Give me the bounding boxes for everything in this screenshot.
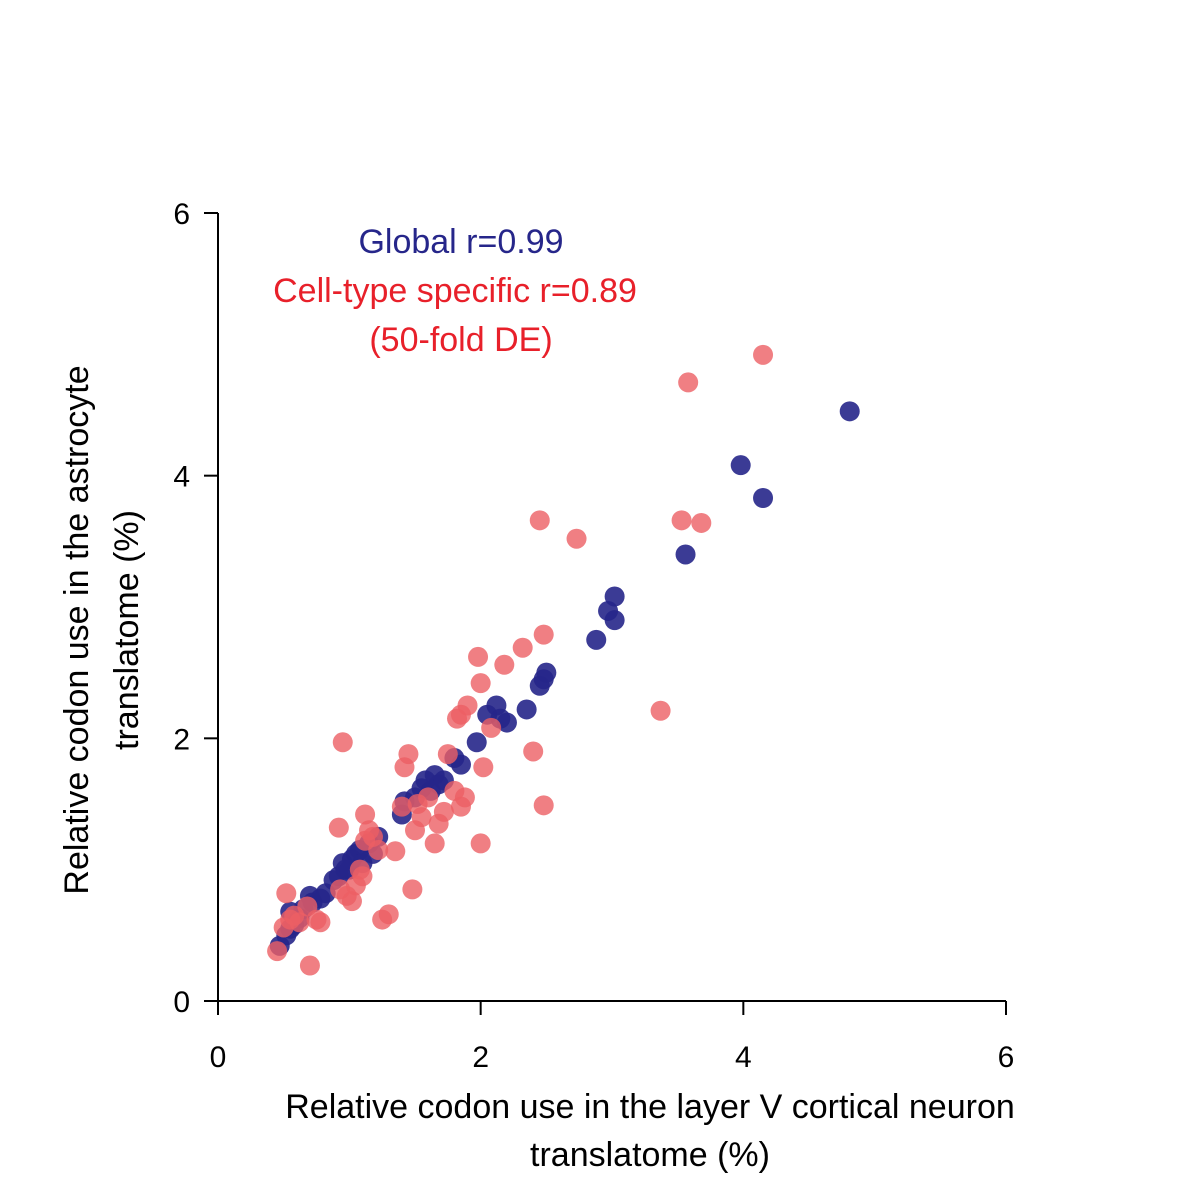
cell-type-point-59: [691, 512, 712, 533]
cell-type-point-22: [368, 839, 389, 860]
x-tick-label-4: 4: [735, 1041, 752, 1074]
cell-type-point-56: [650, 700, 671, 721]
annotation-group: Global r=0.99 Cell-type specific r=0.89 …: [273, 223, 637, 359]
cell-type-point-25: [385, 841, 406, 862]
cell-type-point-17: [352, 866, 373, 887]
x-tick-label-2: 2: [472, 1041, 489, 1074]
cell-type-point-48: [481, 717, 502, 738]
cell-type-point-26: [391, 796, 412, 817]
cell-type-point-43: [457, 695, 478, 716]
cell-type-point-58: [678, 372, 699, 393]
global-point-34: [466, 732, 487, 753]
cell-type-point-45: [470, 673, 491, 694]
y-axis-label-line1: Relative codon use in the astrocyte: [58, 365, 96, 894]
annotation-cell-type: Cell-type specific r=0.89: [273, 272, 637, 310]
cell-type-point-55: [566, 528, 587, 549]
x-axis-label-line1: Relative codon use in the layer V cortic…: [285, 1088, 1015, 1126]
cell-type-point-53: [533, 624, 554, 645]
cell-type-point-34: [424, 833, 445, 854]
cell-type-point-60: [753, 344, 774, 365]
cell-type-point-0: [267, 941, 288, 962]
cell-type-point-36: [433, 801, 454, 822]
cell-type-point-52: [529, 510, 550, 531]
cell-type-point-47: [473, 757, 494, 778]
cell-type-point-33: [418, 787, 439, 808]
cell-type-point-14: [341, 891, 362, 912]
axes: [217, 213, 1006, 1002]
cell-type-point-29: [402, 879, 423, 900]
annotation-global: Global r=0.99: [358, 223, 563, 261]
points-layer: [267, 344, 860, 976]
cell-type-point-46: [470, 833, 491, 854]
axis-labels: Relative codon use in the layer V cortic…: [58, 365, 1015, 1174]
cell-type-point-5: [289, 912, 310, 933]
cell-type-point-50: [512, 637, 533, 658]
cell-type-point-42: [454, 787, 475, 808]
annotation-fold: (50-fold DE): [369, 321, 552, 359]
cell-type-point-2: [276, 883, 297, 904]
cell-type-point-28: [398, 744, 419, 765]
cell-type-point-32: [411, 807, 432, 828]
x-tick-label-6: 6: [998, 1041, 1015, 1074]
y-tick-label-0: 0: [173, 986, 190, 1019]
x-axis-label-line2: translatome (%): [530, 1136, 770, 1174]
y-tick-label-2: 2: [173, 723, 190, 756]
global-point-48: [730, 455, 751, 476]
global-point-47: [675, 544, 696, 565]
global-point-45: [604, 586, 625, 607]
y-tick-label-4: 4: [173, 461, 190, 494]
cell-type-point-10: [328, 817, 349, 838]
cell-type-point-44: [468, 646, 489, 667]
cell-type-point-51: [523, 741, 544, 762]
global-point-46: [604, 610, 625, 631]
x-tick-label-0: 0: [210, 1041, 227, 1074]
global-point-43: [586, 629, 607, 650]
y-tick-label-6: 6: [173, 198, 190, 231]
y-axis-label-line2: translatome (%): [108, 510, 146, 750]
cell-type-point-37: [437, 744, 458, 765]
series-cell-type-specific: [267, 344, 774, 976]
cell-type-point-49: [494, 654, 515, 675]
ticks: 0 2 4 6 0 2 4 6: [173, 198, 1014, 1074]
cell-type-point-57: [671, 510, 692, 531]
cell-type-point-24: [378, 904, 399, 925]
global-point-42: [536, 662, 557, 683]
cell-type-point-54: [533, 795, 554, 816]
cell-type-point-18: [355, 804, 376, 825]
global-point-50: [839, 401, 860, 422]
global-point-49: [753, 487, 774, 508]
cell-type-point-7: [299, 955, 320, 976]
cell-type-point-12: [332, 732, 353, 753]
global-point-38: [496, 712, 517, 733]
cell-type-point-9: [310, 912, 331, 933]
global-point-39: [516, 699, 537, 720]
